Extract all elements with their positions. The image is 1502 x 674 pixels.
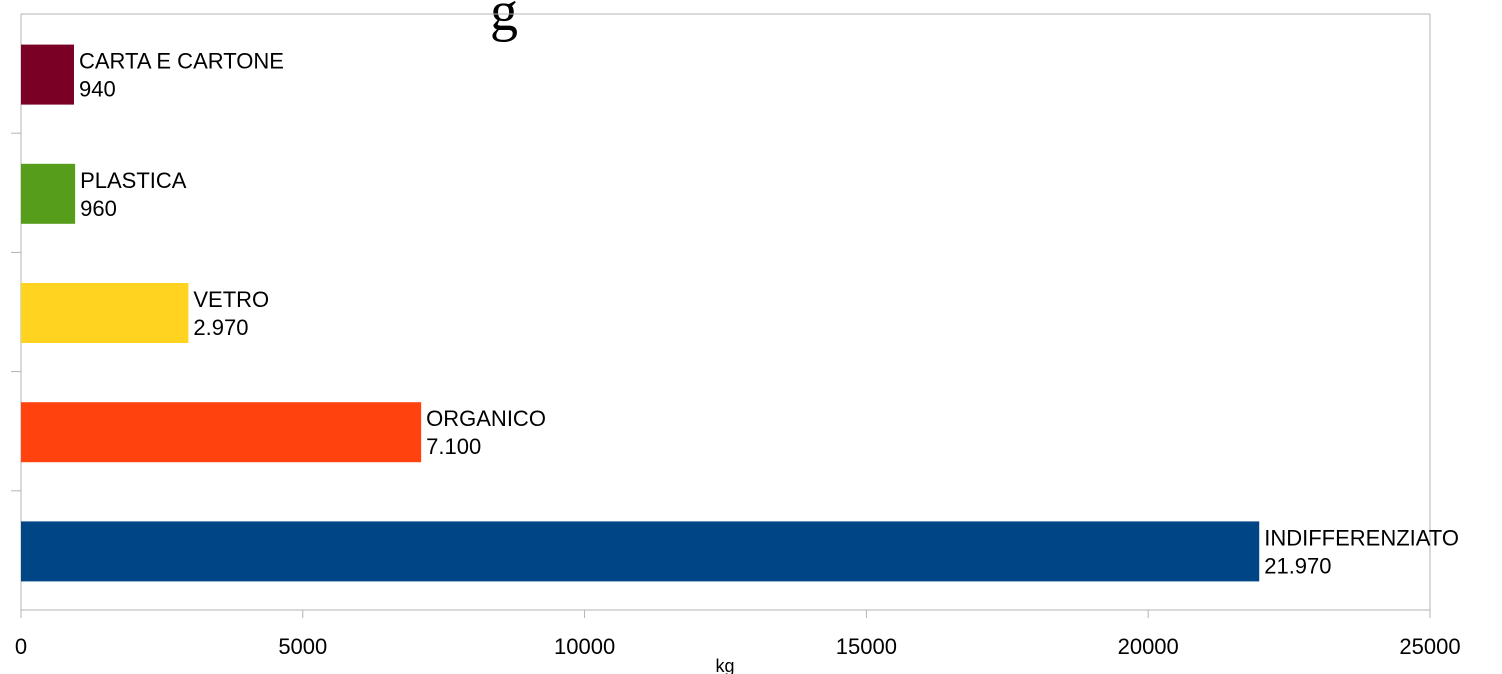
x-axis-ticks: 0 5000 10000 15000 20000 25000 bbox=[15, 610, 1461, 659]
plot-frame bbox=[20, 13, 1431, 611]
bar bbox=[21, 44, 74, 105]
bar-labels: CARTA E CARTONE 940 PLASTICA 960 VETRO 2.970 O… bbox=[79, 49, 1459, 579]
x-tick-label: 0 bbox=[15, 634, 27, 659]
bar-value-label: 960 bbox=[80, 196, 117, 221]
x-tick-label: 15000 bbox=[836, 634, 897, 659]
y-axis-ticks bbox=[11, 132, 21, 492]
bar-value-label: 940 bbox=[79, 77, 116, 102]
x-tick-label: 20000 bbox=[1118, 634, 1179, 659]
bar-category-label: INDIFFERENZIATO bbox=[1264, 525, 1459, 550]
x-tick-label: 25000 bbox=[1399, 634, 1460, 659]
bar bbox=[21, 521, 1260, 582]
bar-category-label: ORGANICO bbox=[426, 406, 546, 431]
bar bbox=[21, 402, 422, 463]
bar-value-label: 21.970 bbox=[1264, 553, 1331, 578]
bar bbox=[21, 163, 76, 224]
x-axis-title: kg bbox=[715, 656, 734, 674]
bar-category-label: VETRO bbox=[193, 287, 269, 312]
bar-category-label: CARTA E CARTONE bbox=[79, 49, 284, 74]
bar-category-label: PLASTICA bbox=[80, 168, 187, 193]
bars bbox=[21, 44, 1260, 582]
bar-value-label: 7.100 bbox=[426, 434, 481, 459]
chart-title-fragment: g bbox=[490, 0, 518, 43]
bar-value-label: 2.970 bbox=[193, 315, 248, 340]
x-tick-label: 10000 bbox=[554, 634, 615, 659]
bar bbox=[21, 283, 189, 343]
x-tick-label: 5000 bbox=[278, 634, 327, 659]
